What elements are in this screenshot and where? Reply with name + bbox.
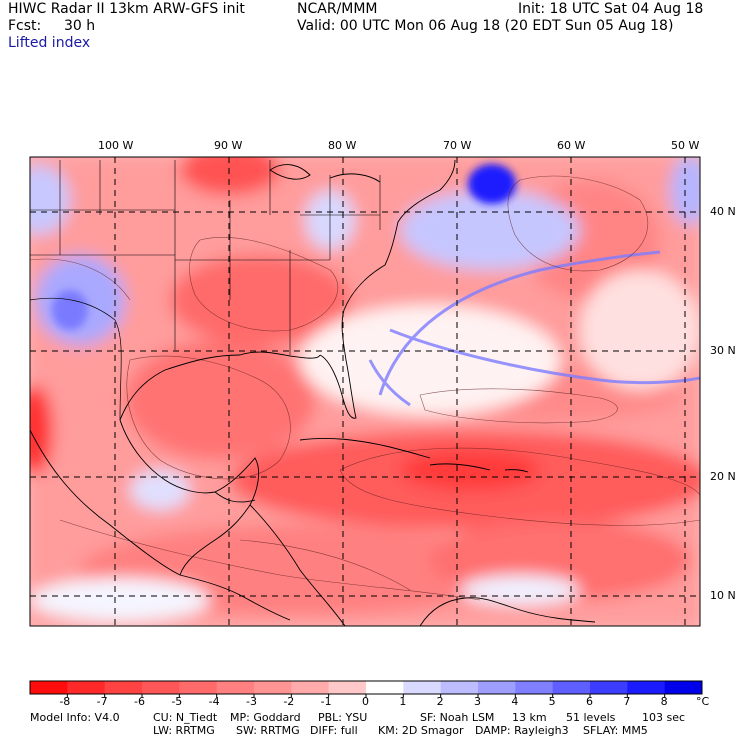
colorbar-tick-label: 6 xyxy=(586,695,593,708)
model-info-sw: SW: RRTMG xyxy=(236,724,300,737)
lon-label-90w: 90 W xyxy=(214,139,243,152)
coastlines xyxy=(30,159,596,626)
forecast-label: Fcst: xyxy=(8,18,42,34)
colorbar-swatch xyxy=(254,681,292,694)
colorbar-tick-label: 7 xyxy=(623,695,631,708)
lon-label-60w: 60 W xyxy=(557,139,586,152)
colorbar-tick-label: -8 xyxy=(59,695,71,708)
lon-label-80w: 80 W xyxy=(328,139,357,152)
colorbar-tick-label: -6 xyxy=(134,695,145,708)
contours xyxy=(30,175,700,601)
lat-label-40n: 40 N xyxy=(710,205,736,218)
colorbar-swatch xyxy=(328,681,367,694)
colorbar-swatch xyxy=(590,681,628,694)
model-title: HIWC Radar II 13km ARW-GFS init xyxy=(8,1,245,17)
colorbar-swatch xyxy=(30,681,68,694)
colorbar-swatch xyxy=(627,681,666,694)
model-info-cu: CU: N_Tiedt xyxy=(153,711,218,724)
blue-maximum xyxy=(468,164,516,204)
field-shading xyxy=(30,157,700,626)
model-info-damp: DAMP: Rayleigh3 xyxy=(475,724,569,737)
colorbar-tick-label: -2 xyxy=(283,695,295,708)
colorbar-tick-label: 3 xyxy=(474,695,481,708)
colorbar-swatch xyxy=(104,681,143,694)
lon-label-50w: 50 W xyxy=(671,139,700,152)
colorbar-tick-label: -3 xyxy=(246,695,257,708)
colorbar-swatch xyxy=(664,681,703,694)
field-name: Lifted index xyxy=(8,35,91,51)
model-info-lw: LW: RRTMG xyxy=(153,724,215,737)
colorbar-swatch xyxy=(179,681,218,694)
colorbar-unit: °C xyxy=(696,695,710,708)
model-info-diff: DIFF: full xyxy=(310,724,358,737)
colorbar-swatch xyxy=(403,681,442,694)
colorbar-tick-label: 2 xyxy=(436,695,444,708)
colorbar-swatch xyxy=(366,681,404,694)
colorbar-swatch xyxy=(515,681,554,694)
colorbar-tick-label: -5 xyxy=(171,695,183,708)
source-label: NCAR/MMM xyxy=(297,1,378,17)
colorbar-tick-label: -1 xyxy=(320,695,332,708)
colorbar-tick-label: 1 xyxy=(399,695,407,708)
model-info-km: KM: 2D Smagor xyxy=(378,724,464,737)
forecast-hour: 30 h xyxy=(64,18,96,34)
valid-time: Valid: 00 UTC Mon 06 Aug 18 (20 EDT Sun … xyxy=(297,18,674,34)
model-info-version: Model Info: V4.0 xyxy=(30,711,120,724)
lat-label-10n: 10 N xyxy=(710,589,736,602)
colorbar-swatch xyxy=(142,681,180,694)
lon-label-70w: 70 W xyxy=(443,139,472,152)
map-frame xyxy=(29,156,701,627)
colorbar-tick-label: 4 xyxy=(511,695,519,708)
colorbar-swatch xyxy=(440,681,479,694)
model-info-sf: SF: Noah LSM xyxy=(420,711,495,724)
colorbar-swatch xyxy=(291,681,330,694)
model-info-levels: 51 levels xyxy=(566,711,616,724)
colorbar-tick-label: 8 xyxy=(660,695,668,708)
model-info-resolution: 13 km xyxy=(512,711,547,724)
lon-label-100w: 100 W xyxy=(98,139,134,152)
model-info-mp: MP: Goddard xyxy=(230,711,301,724)
lat-label-20n: 20 N xyxy=(710,470,736,483)
colorbar-swatch xyxy=(478,681,516,694)
colorbar xyxy=(29,680,703,697)
lat-label-30n: 30 N xyxy=(710,344,736,357)
colorbar-tick-label: 5 xyxy=(548,695,556,708)
colorbar-swatch xyxy=(216,681,255,694)
lat-lon-grid xyxy=(30,157,700,626)
init-time: Init: 18 UTC Sat 04 Aug 18 xyxy=(518,1,704,17)
colorbar-tick-label: 0 xyxy=(362,695,369,708)
model-info-timestep: 103 sec xyxy=(642,711,686,724)
colorbar-swatch xyxy=(67,681,106,694)
colorbar-tick-label: -4 xyxy=(208,695,220,708)
colorbar-tick-label: -7 xyxy=(96,695,108,708)
model-info-pbl: PBL: YSU xyxy=(318,711,368,724)
colorbar-swatch xyxy=(552,681,591,694)
model-info-sflay: SFLAY: MM5 xyxy=(583,724,648,737)
blue-streaks xyxy=(368,250,700,407)
